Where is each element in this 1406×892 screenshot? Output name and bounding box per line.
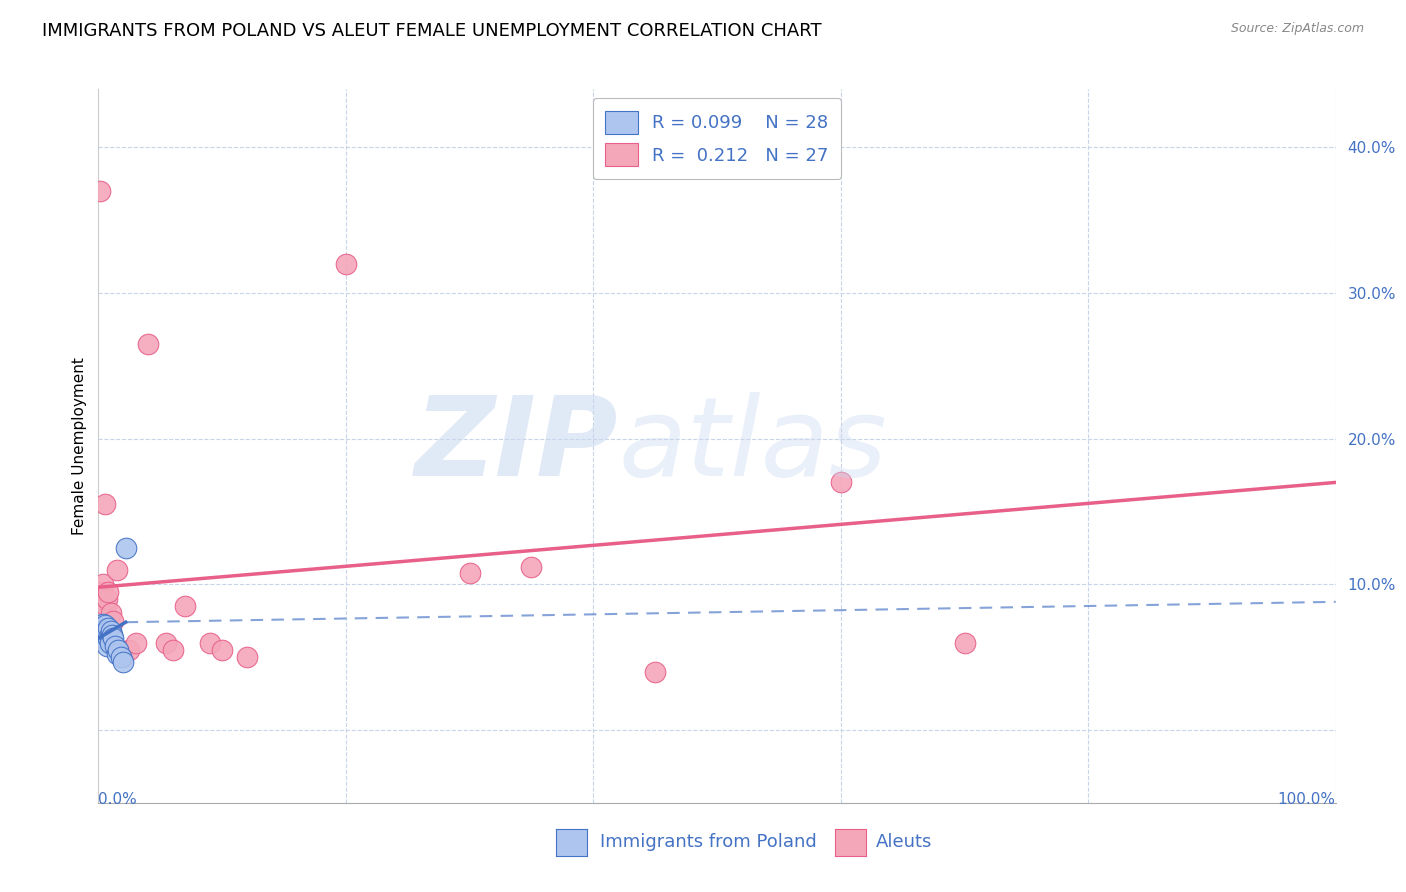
Point	[98, 630, 121, 644]
Point	[94, 628, 117, 642]
Point	[96, 591, 118, 606]
Point	[110, 650, 132, 665]
Point	[100, 607, 122, 621]
Point	[90, 628, 112, 642]
Point	[103, 632, 125, 646]
Point	[101, 628, 124, 642]
Point	[98, 635, 121, 649]
Point	[93, 497, 115, 511]
Point	[520, 560, 543, 574]
Point	[89, 624, 111, 638]
Point	[97, 632, 120, 646]
Point	[105, 563, 128, 577]
Point	[93, 618, 115, 632]
Point	[953, 635, 976, 649]
Point	[112, 655, 135, 669]
Point	[90, 618, 112, 632]
Point	[94, 632, 117, 647]
Point	[830, 475, 852, 490]
Point	[93, 627, 115, 641]
Point	[96, 625, 118, 640]
Text: IMMIGRANTS FROM POLAND VS ALEUT FEMALE UNEMPLOYMENT CORRELATION CHART: IMMIGRANTS FROM POLAND VS ALEUT FEMALE U…	[42, 22, 821, 40]
Point	[124, 635, 146, 649]
Point	[644, 665, 666, 679]
Text: 0.0%: 0.0%	[98, 792, 138, 807]
Point	[91, 632, 114, 646]
Point	[458, 566, 481, 580]
Point	[91, 621, 114, 635]
Y-axis label: Female Unemployment: Female Unemployment	[72, 357, 87, 535]
Point	[118, 643, 141, 657]
Text: Source: ZipAtlas.com: Source: ZipAtlas.com	[1230, 22, 1364, 36]
Text: Aleuts: Aleuts	[876, 833, 932, 851]
Point	[174, 599, 197, 614]
Point	[100, 624, 122, 638]
Point	[198, 635, 221, 649]
Point	[211, 643, 233, 657]
Legend: R = 0.099    N = 28, R =  0.212   N = 27: R = 0.099 N = 28, R = 0.212 N = 27	[593, 98, 841, 179]
Text: 100.0%: 100.0%	[1278, 792, 1336, 807]
Point	[90, 591, 112, 606]
Point	[107, 643, 129, 657]
Point	[335, 257, 357, 271]
Point	[89, 184, 111, 198]
Point	[93, 616, 115, 631]
Point	[96, 639, 118, 653]
Point	[105, 647, 128, 661]
Text: atlas: atlas	[619, 392, 887, 500]
Point	[97, 621, 120, 635]
Point	[236, 650, 259, 665]
Text: ZIP: ZIP	[415, 392, 619, 500]
Point	[114, 541, 136, 555]
Point	[155, 635, 177, 649]
Point	[103, 639, 125, 653]
Point	[91, 584, 114, 599]
Point	[97, 584, 120, 599]
Point	[136, 337, 159, 351]
Point	[93, 623, 115, 637]
Point	[162, 643, 184, 657]
Point	[94, 624, 117, 638]
Point	[94, 599, 117, 614]
Point	[112, 650, 135, 665]
Point	[91, 624, 114, 638]
Point	[103, 614, 125, 628]
Text: Immigrants from Poland: Immigrants from Poland	[599, 833, 817, 851]
Point	[93, 577, 115, 591]
